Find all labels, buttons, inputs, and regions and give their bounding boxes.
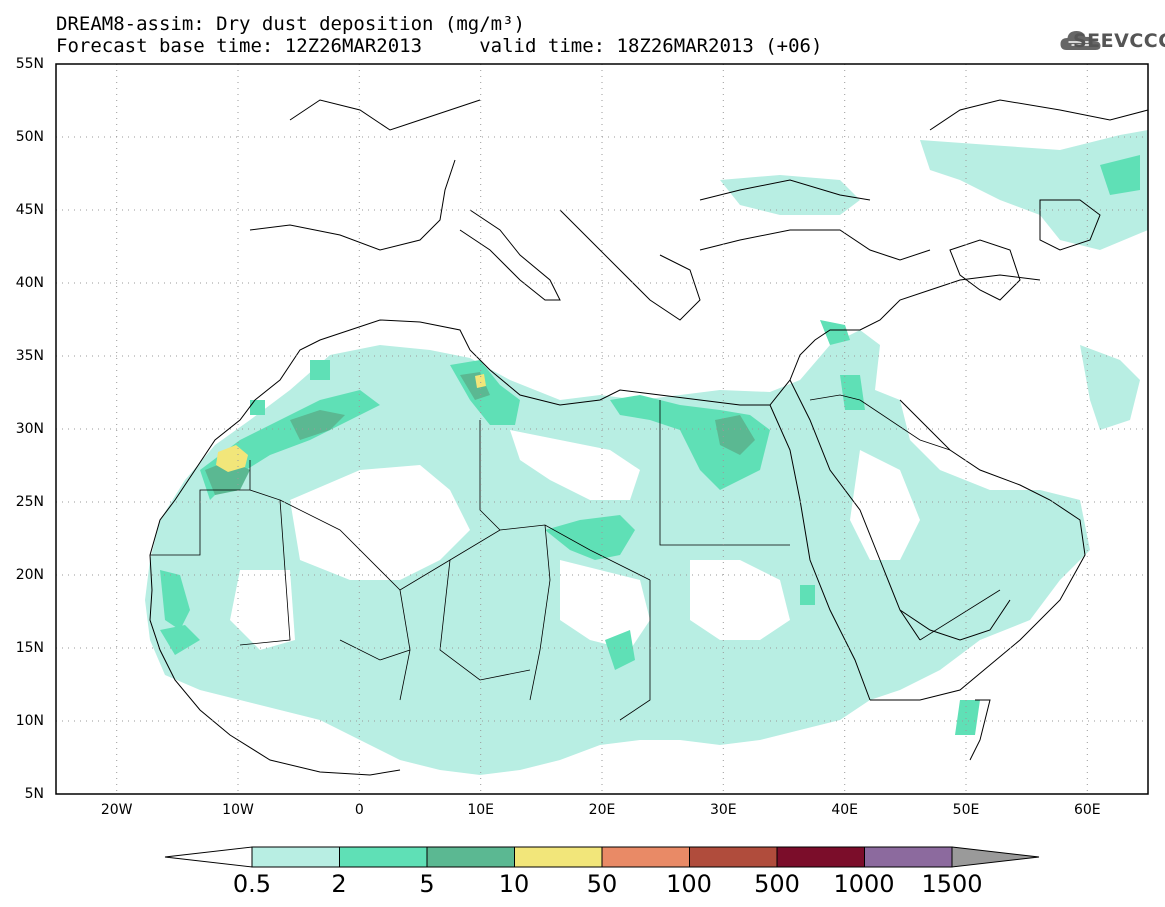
- lon-label: 60E: [1074, 802, 1101, 818]
- colorbar-swatch: [689, 846, 778, 868]
- colorbar-label: 50: [587, 870, 618, 898]
- lon-label: 40E: [831, 802, 858, 818]
- lat-label: 55N: [16, 56, 44, 72]
- graticule: [56, 64, 1148, 794]
- lon-label: 20W: [101, 802, 133, 818]
- colorbar-label: 5: [419, 870, 434, 898]
- clear-areas: [230, 430, 920, 650]
- colorbar: [164, 846, 1040, 868]
- map-title: DREAM8-assim: Dry dust deposition (mg/m³…: [56, 13, 525, 35]
- colorbar-labels: 0.5 2 5 10 50 100 500 1000 1500: [233, 870, 983, 898]
- lat-label: 15N: [16, 640, 44, 656]
- coastlines: [149, 99, 1148, 776]
- colorbar-swatch: [864, 846, 953, 868]
- cloud-icon: [1060, 31, 1101, 50]
- colorbar-label: 2: [331, 870, 346, 898]
- colorbar-swatch: [339, 846, 428, 868]
- latitude-labels: 55N 50N 45N 40N 35N 30N 25N 20N 15N 10N …: [16, 56, 44, 802]
- lat-label: 50N: [16, 129, 44, 145]
- lat-label: 35N: [16, 348, 44, 364]
- colorbar-high-extend: [951, 846, 1040, 868]
- lat-label: 30N: [16, 421, 44, 437]
- colorbar-label: 10: [499, 870, 530, 898]
- forecast-time-subtitle: Forecast base time: 12Z26MAR2013 valid t…: [56, 35, 823, 57]
- lat-label: 25N: [16, 494, 44, 510]
- lat-label: 20N: [16, 567, 44, 583]
- lat-label: 5N: [25, 786, 44, 802]
- political-borders: [150, 394, 1001, 721]
- colorbar-low-extend: [164, 846, 253, 868]
- lat-label: 10N: [16, 713, 44, 729]
- deposition-10-50-fill: [216, 374, 486, 472]
- colorbar-label: 0.5: [233, 870, 271, 898]
- lon-label: 0: [355, 802, 364, 818]
- seevccc-logo: SEEVCCC: [1073, 30, 1165, 52]
- lon-label: 10W: [222, 802, 254, 818]
- colorbar-label: 100: [666, 870, 712, 898]
- colorbar-swatch: [426, 846, 515, 868]
- colorbar-swatch: [251, 846, 340, 868]
- colorbar-swatch: [601, 846, 690, 868]
- lon-label: 10E: [467, 802, 494, 818]
- lon-label: 50E: [953, 802, 980, 818]
- colorbar-label: 500: [754, 870, 800, 898]
- lat-label: 40N: [16, 275, 44, 291]
- lat-label: 45N: [16, 202, 44, 218]
- lon-label: 20E: [589, 802, 616, 818]
- longitude-labels: 20W 10W 0 10E 20E 30E 40E 50E 60E: [101, 802, 1101, 818]
- map-frame: [55, 63, 1149, 795]
- lon-label: 30E: [710, 802, 737, 818]
- deposition-fill-layer: [145, 130, 1148, 775]
- colorbar-swatch: [776, 846, 865, 868]
- colorbar-label: 1000: [833, 870, 894, 898]
- colorbar-label: 1500: [921, 870, 982, 898]
- colorbar-swatch: [514, 846, 603, 868]
